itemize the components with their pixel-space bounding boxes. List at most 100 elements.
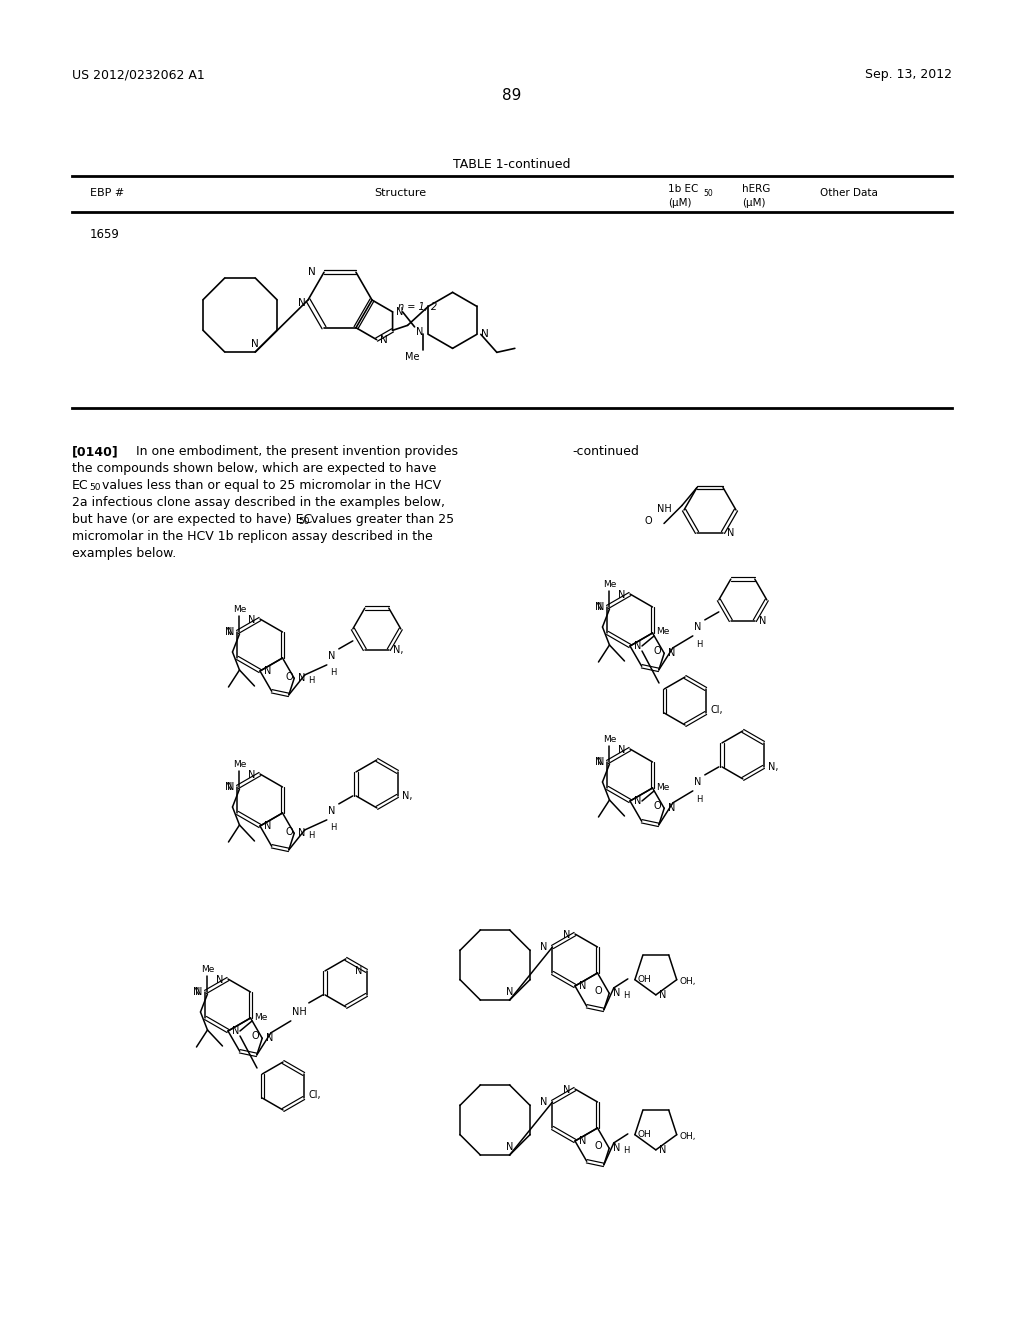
Text: NH: NH xyxy=(292,1007,306,1016)
Text: O: O xyxy=(594,1140,602,1151)
Text: 89: 89 xyxy=(503,88,521,103)
Text: H: H xyxy=(308,676,314,685)
Text: Me: Me xyxy=(656,783,670,792)
Text: (μM): (μM) xyxy=(742,198,766,209)
Text: N: N xyxy=(248,770,255,780)
Text: H: H xyxy=(330,668,336,677)
Text: O: O xyxy=(653,645,660,656)
Text: O: O xyxy=(251,1031,259,1041)
Text: 50: 50 xyxy=(89,483,100,492)
Text: N: N xyxy=(617,590,625,601)
Text: H: H xyxy=(330,822,336,832)
Text: [0140]: [0140] xyxy=(72,445,119,458)
Text: N: N xyxy=(595,756,602,767)
Text: EC: EC xyxy=(72,479,89,492)
Text: N: N xyxy=(613,989,621,998)
Text: N: N xyxy=(669,804,676,813)
Text: Cl,: Cl, xyxy=(711,705,723,715)
Text: N: N xyxy=(328,807,335,816)
Text: NH: NH xyxy=(657,504,672,515)
Text: N: N xyxy=(416,327,423,337)
Text: N: N xyxy=(669,648,676,659)
Text: N: N xyxy=(264,667,271,676)
Text: N: N xyxy=(252,339,259,348)
Text: N: N xyxy=(506,1142,513,1152)
Text: In one embodiment, the present invention provides: In one embodiment, the present invention… xyxy=(136,445,458,458)
Text: 50: 50 xyxy=(298,517,309,525)
Text: N: N xyxy=(694,622,701,632)
Text: N: N xyxy=(227,781,234,792)
Text: N,: N, xyxy=(393,644,403,655)
Text: N: N xyxy=(225,781,232,792)
Text: N: N xyxy=(248,615,255,624)
Text: OH: OH xyxy=(638,975,651,985)
Text: US 2012/0232062 A1: US 2012/0232062 A1 xyxy=(72,69,205,81)
Text: (μM): (μM) xyxy=(668,198,691,209)
Text: N: N xyxy=(266,1034,273,1043)
Text: N: N xyxy=(225,627,232,638)
Text: N: N xyxy=(196,987,203,997)
Text: Me: Me xyxy=(603,735,616,744)
Text: Sep. 13, 2012: Sep. 13, 2012 xyxy=(865,69,952,81)
Text: Me: Me xyxy=(201,965,214,974)
Text: micromolar in the HCV 1b replicon assay described in the: micromolar in the HCV 1b replicon assay … xyxy=(72,531,433,543)
Text: N: N xyxy=(613,1143,621,1154)
Text: N: N xyxy=(597,602,604,612)
Text: Structure: Structure xyxy=(374,187,426,198)
Text: N: N xyxy=(727,528,734,537)
Text: n = 1, 2: n = 1, 2 xyxy=(397,302,437,313)
Text: N: N xyxy=(481,330,488,339)
Text: N: N xyxy=(355,966,362,975)
Text: N: N xyxy=(759,615,766,626)
Text: O: O xyxy=(594,986,602,995)
Text: N: N xyxy=(617,744,625,755)
Text: but have (or are expected to have) EC: but have (or are expected to have) EC xyxy=(72,513,312,525)
Text: N: N xyxy=(232,1026,240,1036)
Text: N: N xyxy=(216,975,223,985)
Text: Me: Me xyxy=(656,627,670,636)
Text: H: H xyxy=(624,991,630,999)
Text: 2a infectious clone assay described in the examples below,: 2a infectious clone assay described in t… xyxy=(72,496,445,510)
Text: values less than or equal to 25 micromolar in the HCV: values less than or equal to 25 micromol… xyxy=(98,479,441,492)
Text: values greater than 25: values greater than 25 xyxy=(307,513,454,525)
Text: N: N xyxy=(634,796,641,807)
Text: -continued: -continued xyxy=(572,445,639,458)
Text: OH,: OH, xyxy=(680,1133,696,1142)
Text: Other Data: Other Data xyxy=(820,187,878,198)
Text: Me: Me xyxy=(254,1012,267,1022)
Text: hERG: hERG xyxy=(742,183,770,194)
Text: N: N xyxy=(298,673,305,684)
Text: Me: Me xyxy=(232,760,246,770)
Text: N: N xyxy=(597,756,604,767)
Text: Me: Me xyxy=(406,352,420,362)
Text: O: O xyxy=(653,801,660,810)
Text: N: N xyxy=(540,942,548,952)
Text: N: N xyxy=(634,642,641,651)
Text: 1b EC: 1b EC xyxy=(668,183,698,194)
Text: N,: N, xyxy=(401,791,412,801)
Text: N: N xyxy=(308,267,316,277)
Text: N: N xyxy=(298,298,306,308)
Text: N: N xyxy=(658,990,667,999)
Text: N: N xyxy=(380,334,387,345)
Text: EBP #: EBP # xyxy=(90,187,124,198)
Text: N: N xyxy=(658,1144,667,1155)
Text: the compounds shown below, which are expected to have: the compounds shown below, which are exp… xyxy=(72,462,436,475)
Text: N: N xyxy=(328,651,335,661)
Text: N: N xyxy=(562,1085,570,1096)
Text: N: N xyxy=(227,627,234,638)
Text: N: N xyxy=(579,981,587,991)
Text: H: H xyxy=(308,830,314,840)
Text: N: N xyxy=(540,1097,548,1107)
Text: 1659: 1659 xyxy=(90,228,120,242)
Text: Me: Me xyxy=(232,605,246,614)
Text: O: O xyxy=(285,672,293,682)
Text: Me: Me xyxy=(603,579,616,589)
Text: H: H xyxy=(696,640,702,649)
Text: N: N xyxy=(506,987,513,997)
Text: examples below.: examples below. xyxy=(72,546,176,560)
Text: N: N xyxy=(264,821,271,832)
Text: 50: 50 xyxy=(703,189,713,198)
Text: TABLE 1-continued: TABLE 1-continued xyxy=(454,158,570,172)
Text: H: H xyxy=(624,1146,630,1155)
